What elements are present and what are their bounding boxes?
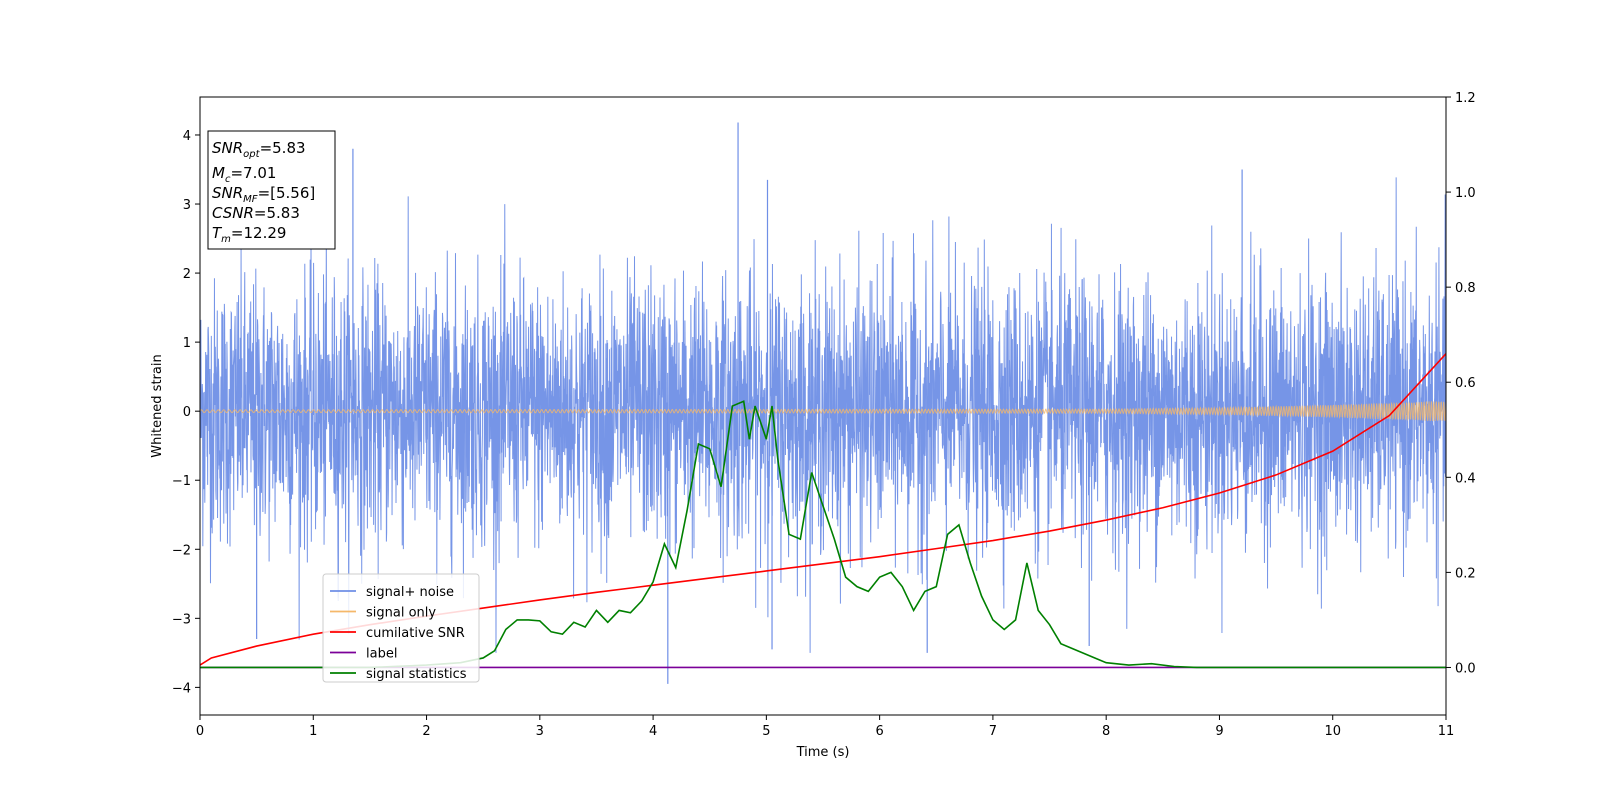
legend-label: cumilative SNR xyxy=(366,626,465,641)
x-tick-label: 6 xyxy=(875,724,883,739)
info-mc: Mc=7.01 xyxy=(212,164,276,185)
y-left-tick-label: −1 xyxy=(172,474,191,489)
info-csnr: CSNR=5.83 xyxy=(212,204,300,222)
info-snr-opt: SNRopt=5.83 xyxy=(212,139,306,160)
x-tick-label: 1 xyxy=(309,724,317,739)
info-tm: Tm=12.29 xyxy=(212,224,286,245)
signal-plus-noise-line xyxy=(200,177,1446,653)
signal-only-line xyxy=(200,401,1446,422)
x-tick-label: 2 xyxy=(422,724,430,739)
x-axis-ticks: 0 1 2 3 4 5 6 7 8 9 10 11 xyxy=(196,715,1454,739)
y-right-tick-label: 0.2 xyxy=(1455,566,1476,581)
x-axis-label: Time (s) xyxy=(796,745,850,760)
legend-label: signal statistics xyxy=(366,667,467,682)
plot-frame xyxy=(199,96,1447,716)
y-axis-left-ticks: −4 −3 −2 −1 0 1 2 3 4 xyxy=(172,129,200,696)
y-right-tick-label: 0.4 xyxy=(1455,471,1476,486)
x-tick-label: 4 xyxy=(649,724,657,739)
x-tick-label: 3 xyxy=(536,724,544,739)
x-tick-label: 10 xyxy=(1324,724,1341,739)
y-left-tick-label: −4 xyxy=(172,681,191,696)
legend-label: signal only xyxy=(366,606,436,621)
y-right-tick-label: 1.2 xyxy=(1455,91,1476,106)
legend-label: label xyxy=(366,647,397,662)
legend-label: signal+ noise xyxy=(366,585,454,600)
signal-plus-noise-series xyxy=(200,122,1446,684)
x-tick-label: 5 xyxy=(762,724,770,739)
y-axis-right-ticks: 0.0 0.2 0.4 0.6 0.8 1.0 1.2 xyxy=(1446,91,1476,676)
y-right-tick-label: 1.0 xyxy=(1455,186,1476,201)
info-box: SNRopt=5.83 Mc=7.01 SNRMF=[5.56] CSNR=5.… xyxy=(207,130,336,250)
signal-only-series xyxy=(200,401,1446,422)
y-left-tick-label: −2 xyxy=(172,543,191,558)
y-right-tick-label: 0.8 xyxy=(1455,281,1476,296)
y-left-tick-label: −3 xyxy=(172,612,191,627)
y-axis-label: Whitened strain xyxy=(150,354,165,457)
legend: signal+ noise signal only cumilative SNR la… xyxy=(322,573,480,683)
x-tick-label: 0 xyxy=(196,724,204,739)
y-right-tick-label: 0.6 xyxy=(1455,376,1476,391)
y-left-tick-label: 1 xyxy=(183,336,191,351)
x-tick-label: 9 xyxy=(1215,724,1223,739)
y-right-tick-label: 0.0 xyxy=(1455,661,1476,676)
y-left-tick-label: 4 xyxy=(183,129,191,144)
signal-statistics-line xyxy=(200,400,1446,669)
x-tick-label: 7 xyxy=(989,724,997,739)
x-tick-label: 11 xyxy=(1438,724,1455,739)
x-tick-label: 8 xyxy=(1102,724,1110,739)
info-snr-mf: SNRMF=[5.56] xyxy=(212,184,315,205)
y-left-tick-label: 3 xyxy=(183,198,191,213)
y-left-tick-label: 0 xyxy=(183,405,191,420)
y-left-tick-label: 2 xyxy=(183,267,191,282)
